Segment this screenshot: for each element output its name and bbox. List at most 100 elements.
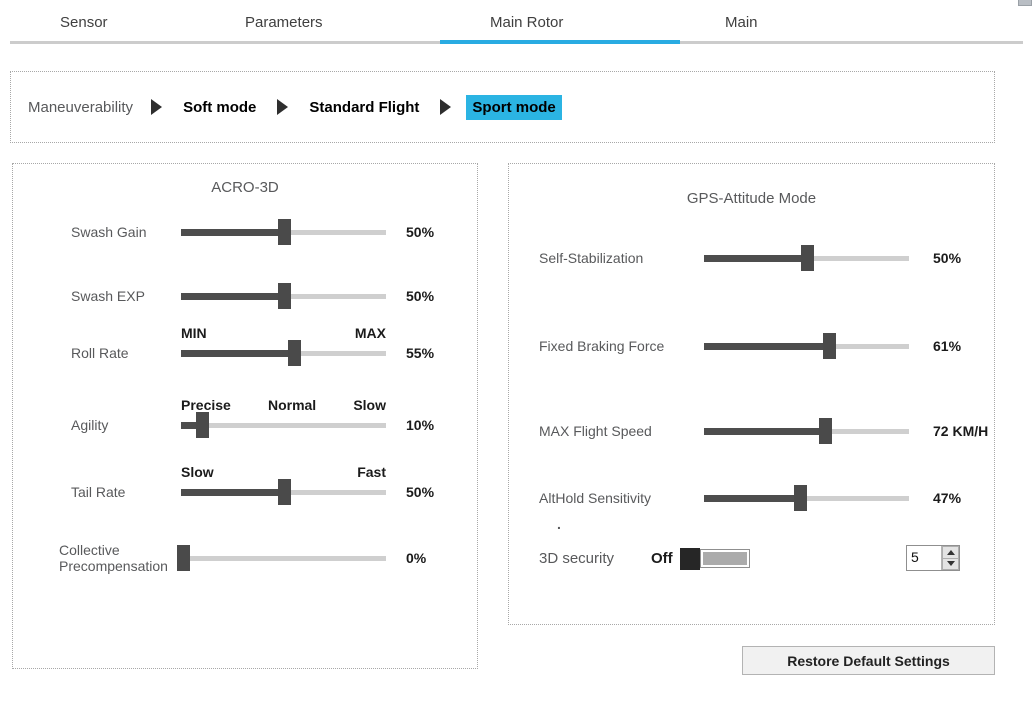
slider-value: 0%	[406, 550, 427, 566]
right-arrow-icon	[151, 99, 163, 115]
slider-thumb[interactable]	[818, 418, 832, 444]
mode-sport-mode[interactable]: Sport mode	[466, 94, 562, 120]
slider-agility[interactable]: Precise Normal Slow	[181, 398, 386, 440]
slider-track[interactable]	[181, 423, 386, 428]
mode-standard-flight[interactable]: Standard Flight	[309, 98, 420, 116]
acro-3d-panel: ACRO-3D Swash Gain 50% Swash EXP 50% Roll Ra…	[12, 163, 478, 669]
slider-row-althold-sensitivity: AltHold Sensitivity 47%	[509, 483, 994, 513]
mode-soft-mode[interactable]: Soft mode	[183, 98, 257, 116]
slider-fill	[704, 343, 830, 350]
slider-thumb[interactable]	[800, 245, 814, 271]
slider-label: Roll Rate	[71, 345, 129, 361]
spinner-up-button[interactable]	[942, 546, 959, 559]
slider-tail-rate[interactable]: Slow Fast	[181, 465, 386, 507]
slider-row-swash-gain: Swash Gain 50%	[13, 217, 477, 247]
titlebar-icon-fragment[interactable]	[1018, 0, 1032, 6]
slider-label: Tail Rate	[71, 484, 126, 500]
slider-value: 55%	[406, 345, 435, 361]
slider-fixed-braking-force[interactable]	[704, 331, 909, 361]
tab-bar: Sensor Parameters Main Rotor Main	[0, 0, 1033, 46]
3d-security-row: 3D security Off 5	[539, 545, 960, 572]
scale-label-normal: Normal	[267, 397, 317, 413]
maneuverability-box: Maneuverability Soft mode Standard Flight…	[10, 71, 995, 143]
scale-label-min: MIN	[181, 325, 207, 341]
slider-value: 61%	[933, 338, 962, 354]
gps-attitude-panel: GPS-Attitude Mode Self-Stabilization 50% F…	[508, 163, 995, 625]
slider-row-collective-precompensation: Collective Precompensation 0%	[13, 542, 477, 574]
3d-security-toggle[interactable]	[679, 547, 750, 570]
slider-value: 50%	[933, 250, 962, 266]
maneuverability-label: Maneuverability	[28, 98, 134, 116]
slider-value: 72 KM/H	[933, 423, 989, 439]
tab-main[interactable]: Main	[725, 14, 758, 31]
slider-label: Self-Stabilization	[539, 250, 644, 266]
slider-value: 47%	[933, 490, 962, 506]
slider-thumb[interactable]	[177, 545, 191, 571]
slider-track[interactable]	[181, 556, 386, 561]
slider-row-agility: Agility Precise Normal Slow 10%	[13, 398, 477, 440]
slider-label: MAX Flight Speed	[539, 423, 652, 439]
down-arrow-icon	[946, 561, 955, 567]
gps-attitude-title: GPS-Attitude Mode	[686, 190, 817, 207]
acro-3d-title: ACRO-3D	[211, 179, 279, 196]
slider-value: 50%	[406, 224, 435, 240]
3d-security-spinner[interactable]: 5	[906, 545, 960, 571]
slider-thumb[interactable]	[277, 479, 291, 505]
spinner-buttons	[941, 546, 959, 570]
slider-scale-labels: Slow Fast	[181, 465, 386, 479]
toggle-track[interactable]	[699, 549, 750, 568]
slider-label: Collective Precompensation	[59, 542, 168, 574]
slider-row-max-flight-speed: MAX Flight Speed 72 KM/H	[509, 416, 994, 446]
spinner-value[interactable]: 5	[911, 549, 919, 565]
slider-row-roll-rate: Roll Rate MIN MAX 55%	[13, 326, 477, 368]
toggle-knob[interactable]	[679, 547, 700, 570]
scale-label-max: MAX	[354, 325, 386, 341]
scale-label-precise: Precise	[181, 397, 231, 413]
tab-main-rotor[interactable]: Main Rotor	[490, 14, 564, 31]
restore-default-settings-button[interactable]: Restore Default Settings	[742, 646, 995, 675]
slider-collective-precompensation[interactable]	[177, 543, 386, 573]
slider-swash-exp[interactable]	[181, 281, 386, 311]
slider-fill	[181, 350, 294, 357]
slider-row-swash-exp: Swash EXP 50%	[13, 281, 477, 311]
slider-fill	[704, 255, 807, 262]
right-arrow-icon	[440, 99, 452, 115]
right-arrow-icon	[277, 99, 289, 115]
slider-label: Fixed Braking Force	[539, 338, 665, 354]
tab-parameters[interactable]: Parameters	[245, 14, 323, 31]
slider-thumb[interactable]	[277, 219, 291, 245]
slider-label: Agility	[71, 417, 109, 433]
slider-row-fixed-braking-force: Fixed Braking Force 61%	[509, 331, 994, 361]
slider-scale-labels: Precise Normal Slow	[181, 398, 386, 412]
slider-self-stabilization[interactable]	[704, 243, 909, 273]
scale-label-fast: Fast	[357, 464, 386, 480]
slider-label: Swash EXP	[71, 288, 145, 304]
stray-dot: .	[557, 516, 561, 532]
slider-label: Swash Gain	[71, 224, 147, 240]
scale-label-slow: Slow	[353, 397, 386, 413]
slider-value: 50%	[406, 288, 435, 304]
slider-thumb[interactable]	[287, 340, 301, 366]
slider-fill	[181, 229, 284, 236]
slider-thumb[interactable]	[794, 485, 808, 511]
slider-roll-rate[interactable]: MIN MAX	[181, 326, 386, 368]
slider-row-tail-rate: Tail Rate Slow Fast 50%	[13, 465, 477, 507]
slider-fill	[181, 422, 202, 429]
tab-sensor[interactable]: Sensor	[60, 14, 108, 31]
slider-thumb[interactable]	[195, 412, 209, 438]
active-tab-underline	[440, 40, 680, 44]
slider-thumb[interactable]	[823, 333, 837, 359]
slider-fill	[704, 495, 801, 502]
3d-security-label: 3D security	[539, 550, 615, 567]
slider-althold-sensitivity[interactable]	[704, 483, 909, 513]
slider-max-flight-speed[interactable]	[704, 416, 909, 446]
slider-swash-gain[interactable]	[181, 217, 386, 247]
scale-label-slow: Slow	[181, 464, 214, 480]
slider-value: 50%	[406, 484, 435, 500]
slider-thumb[interactable]	[277, 283, 291, 309]
3d-security-state: Off	[651, 550, 673, 567]
slider-fill	[181, 489, 284, 496]
slider-fill	[181, 293, 284, 300]
spinner-down-button[interactable]	[942, 558, 959, 570]
